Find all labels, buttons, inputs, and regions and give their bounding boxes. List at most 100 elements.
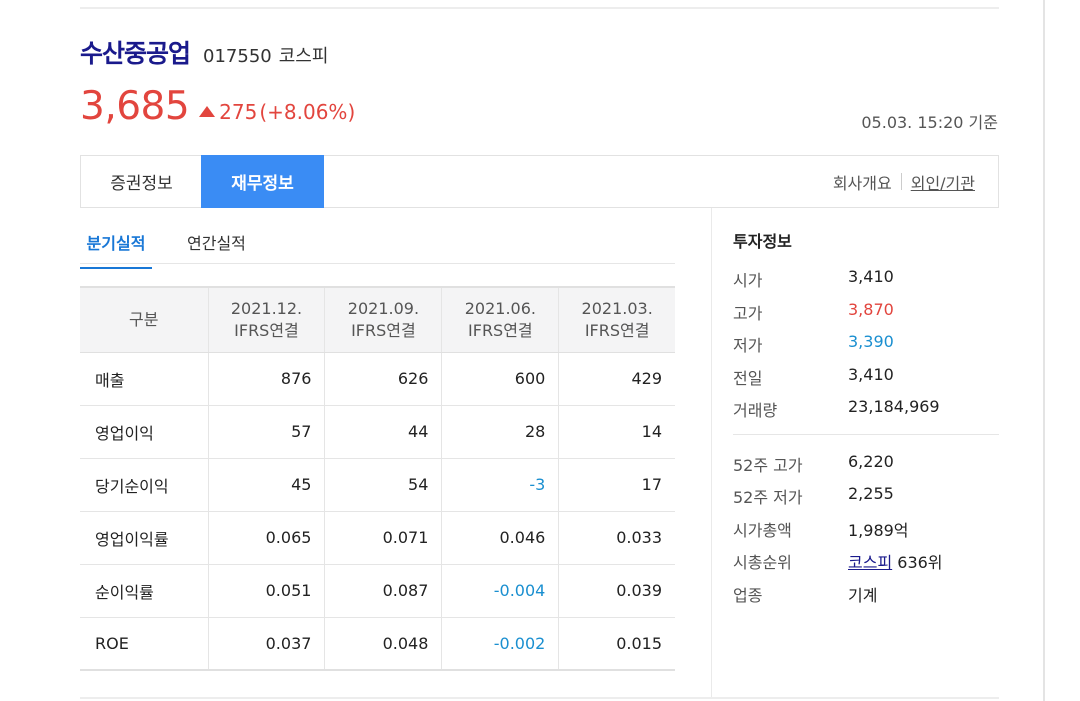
table-cell: 600 (441, 352, 560, 406)
right-edge-divider (1043, 0, 1045, 701)
table-row: 영업이익률 0.065 0.071 0.046 0.033 (80, 511, 675, 565)
table-cell: 44 (324, 405, 443, 459)
table-cell: -0.004 (441, 564, 560, 618)
table-cell: 0.015 (558, 617, 675, 671)
table-cell: 57 (208, 405, 326, 459)
panel-divider (711, 208, 712, 698)
stock-title: 수산중공업 017550 코스피 (80, 34, 328, 70)
info-label: 시총순위 (733, 553, 792, 572)
table-row: 순이익률 0.051 0.087 -0.004 0.039 (80, 564, 675, 618)
rank-value: 636위 (892, 553, 943, 572)
info-value: 코스피 636위 (848, 549, 943, 573)
tab-stock-info[interactable]: 증권정보 (110, 174, 173, 194)
table-cell: 429 (558, 352, 675, 406)
industry-link[interactable]: 기계 (848, 585, 878, 605)
table-row: 영업이익 57 44 28 14 (80, 405, 675, 459)
table-cell: 0.046 (441, 511, 560, 565)
table-cell: 0.087 (324, 564, 443, 618)
financial-table: 구분 2021.12. IFRS연결 2021.09. IFRS연결 2021.06… (80, 286, 675, 671)
main-tabbar: 증권정보 재무정보 회사개요 외인/기관 (80, 155, 999, 208)
info-row-market-cap: 시가총액 1,989억 (733, 510, 999, 543)
price-timestamp: 05.03. 15:20 기준 (861, 113, 998, 132)
row-label: 당기순이익 (80, 458, 209, 512)
info-row-industry: 업종 기계 (733, 575, 999, 608)
change-percent: (+8.06%) (259, 100, 356, 124)
table-cell: 626 (324, 352, 443, 406)
bottom-divider (80, 697, 999, 699)
subtab-annual[interactable]: 연간실적 (187, 234, 246, 253)
info-label: 저가 (733, 336, 763, 355)
header-column: 2021.03. IFRS연결 (558, 286, 675, 353)
top-divider (80, 7, 999, 9)
foreign-institution-link[interactable]: 외인/기관 (910, 173, 975, 193)
info-label: 52주 고가 (733, 455, 803, 475)
info-label: 시가총액 (733, 520, 792, 540)
info-value: 2,255 (848, 484, 894, 503)
table-cell: -0.002 (441, 617, 560, 671)
subtab-quarterly[interactable]: 분기실적 (80, 230, 152, 269)
stock-market: 코스피 (278, 46, 329, 67)
info-row-cap-rank: 시총순위 코스피 636위 (733, 542, 999, 575)
change-amount: 275 (219, 100, 258, 124)
table-cell: 28 (441, 405, 560, 459)
info-label: 고가 (733, 303, 763, 323)
table-cell: 45 (208, 458, 326, 512)
info-row-low: 저가 3,390 (733, 325, 999, 358)
info-value: 3,410 (848, 267, 894, 286)
info-label: 52주 저가 (733, 488, 803, 507)
stock-name[interactable]: 수산중공업 (80, 39, 191, 68)
info-label: 업종 (733, 585, 763, 605)
row-label: 영업이익률 (80, 511, 209, 565)
triangle-up-icon (199, 106, 216, 117)
info-divider (733, 433, 999, 435)
info-row-volume: 거래량 23,184,969 (733, 390, 999, 423)
investment-info-panel: 투자정보 시가 3,410 고가 3,870 저가 3,390 전일 3,410… (733, 228, 999, 607)
info-value: 3,390 (848, 332, 894, 351)
table-row: 당기순이익 45 54 -3 17 (80, 458, 675, 512)
subtabs: 분기실적 연간실적 (80, 222, 675, 269)
row-label: ROE (80, 617, 209, 671)
tab-links: 회사개요 외인/기관 (833, 156, 975, 207)
header-column: 2021.09. IFRS연결 (324, 286, 443, 353)
info-row-open: 시가 3,410 (733, 260, 999, 293)
info-row-high: 고가 3,870 (733, 293, 999, 326)
link-separator (900, 173, 902, 190)
table-cell: 0.039 (558, 564, 675, 618)
table-cell: 0.071 (324, 511, 443, 565)
price-change: 275 (+8.06%) (199, 100, 355, 124)
table-cell: -3 (441, 458, 560, 512)
info-value: 1,989억 (848, 520, 909, 540)
table-header-row: 구분 2021.12. IFRS연결 2021.09. IFRS연결 2021.06… (80, 286, 675, 353)
table-cell: 0.037 (208, 617, 326, 671)
info-label: 시가 (733, 271, 763, 290)
row-label: 영업이익 (80, 405, 209, 459)
info-label: 거래량 (733, 401, 778, 420)
table-cell: 17 (558, 458, 675, 512)
table-cell: 876 (208, 352, 326, 406)
price-row: 3,685 275 (+8.06%) (80, 84, 355, 129)
info-row-52w-high: 52주 고가 6,220 (733, 445, 999, 478)
table-cell: 0.033 (558, 511, 675, 565)
tab-financial-info[interactable]: 재무정보 (201, 155, 324, 208)
row-label: 순이익률 (80, 564, 209, 618)
company-overview-link[interactable]: 회사개요 (832, 173, 892, 193)
table-row: ROE 0.037 0.048 -0.002 0.015 (80, 617, 675, 671)
market-link[interactable]: 코스피 (848, 553, 893, 572)
header-column: 2021.06. IFRS연결 (441, 286, 560, 353)
info-value: 6,220 (848, 451, 894, 471)
row-label: 매출 (80, 352, 209, 406)
info-value: 3,410 (848, 364, 894, 384)
table-row: 매출 876 626 600 429 (80, 352, 675, 406)
info-label: 전일 (733, 368, 763, 388)
table-cell: 54 (324, 458, 443, 512)
info-value: 3,870 (848, 299, 894, 319)
table-cell: 0.065 (208, 511, 326, 565)
info-row-prev: 전일 3,410 (733, 358, 999, 391)
stock-code: 017550 (203, 46, 272, 67)
info-value: 23,184,969 (848, 397, 940, 416)
table-cell: 14 (558, 405, 675, 459)
header-category: 구분 (80, 286, 209, 353)
table-cell: 0.048 (324, 617, 443, 671)
header-column: 2021.12. IFRS연결 (208, 286, 326, 353)
